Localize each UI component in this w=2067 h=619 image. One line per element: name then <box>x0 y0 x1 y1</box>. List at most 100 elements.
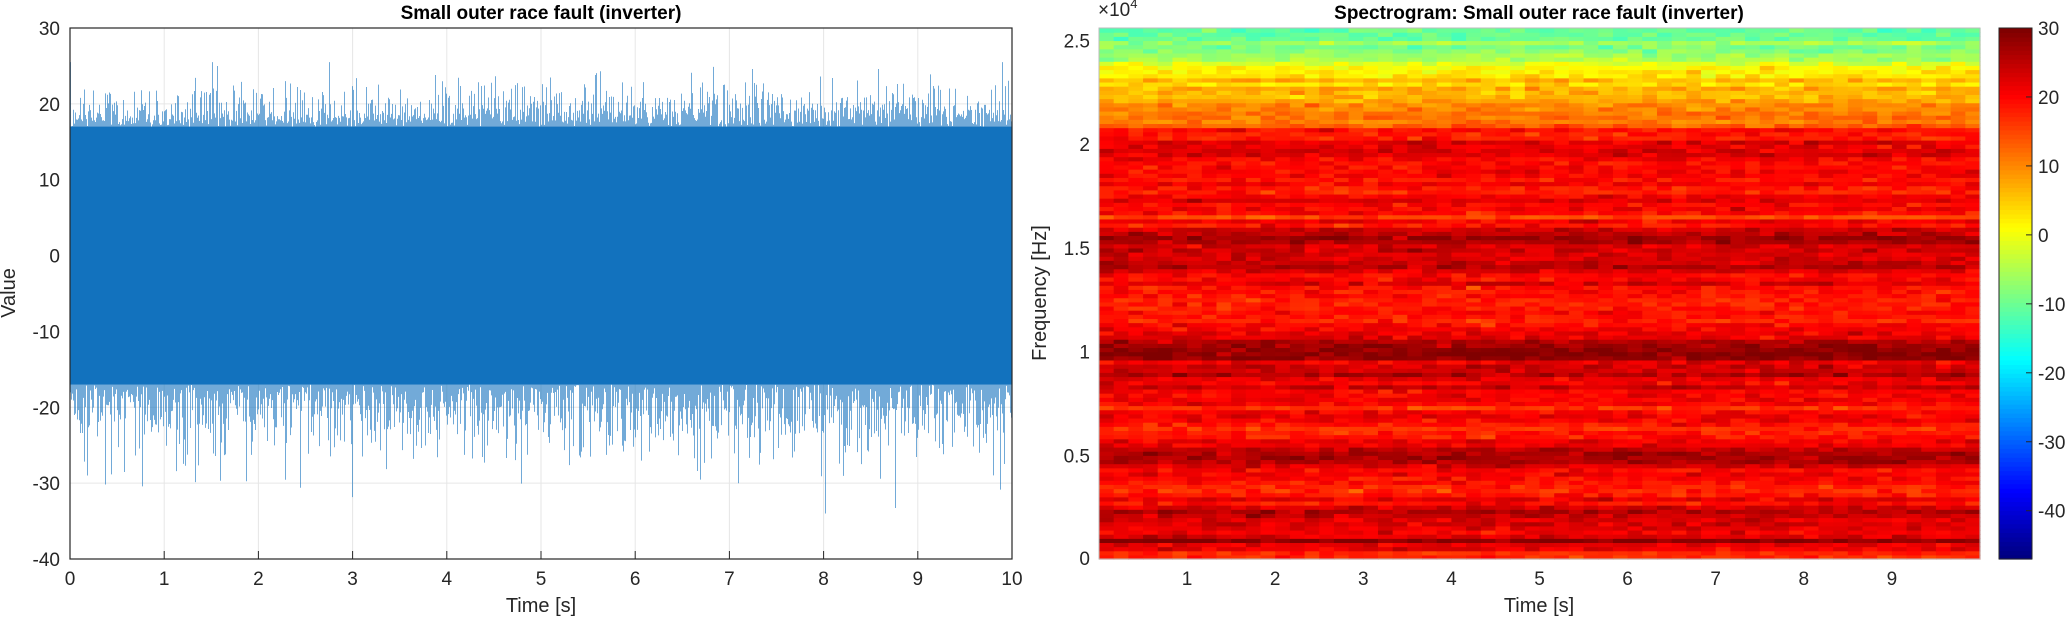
heatmap-cell <box>1862 409 1878 415</box>
heatmap-cell <box>1774 380 1790 386</box>
heatmap-cell <box>1803 293 1820 299</box>
heatmap-cell <box>1113 513 1129 519</box>
heatmap-cell <box>1099 372 1115 378</box>
heatmap-cell <box>1363 430 1379 436</box>
heatmap-cell <box>1466 343 1482 349</box>
heatmap-cell <box>1187 492 1203 498</box>
heatmap-cell <box>1319 484 1335 490</box>
heatmap-cell <box>1275 405 1291 411</box>
heatmap-cell <box>1833 505 1849 510</box>
heatmap-cell <box>1921 314 1937 319</box>
heatmap-cell <box>1377 413 1394 419</box>
heatmap-cell <box>1333 401 1350 407</box>
heatmap-cell <box>1113 500 1129 506</box>
heatmap-cell <box>1774 372 1790 378</box>
heatmap-cell <box>1275 525 1291 531</box>
heatmap-cell <box>1275 297 1291 303</box>
heatmap-cell <box>1392 455 1408 461</box>
heatmap-cell <box>1921 405 1937 411</box>
heatmap-cell <box>1143 413 1159 419</box>
heatmap-cell <box>1289 496 1306 502</box>
heatmap-cell <box>1304 359 1320 365</box>
heatmap-cell <box>1745 480 1761 485</box>
heatmap-cell <box>1348 364 1364 369</box>
heatmap-cell <box>1377 301 1394 307</box>
heatmap-cell <box>1935 496 1952 502</box>
heatmap-cell <box>1436 430 1452 436</box>
heatmap-cell <box>1686 484 1702 490</box>
heatmap-cell <box>1113 347 1129 353</box>
heatmap-cell <box>1583 513 1599 519</box>
heatmap-cell <box>1480 471 1497 477</box>
heatmap-cell <box>1466 455 1482 461</box>
heatmap-cell <box>1906 289 1922 295</box>
heatmap-cell <box>1656 538 1673 544</box>
heatmap-cell <box>1568 372 1585 378</box>
heatmap-cell <box>1539 343 1555 349</box>
heatmap-cell <box>1495 388 1511 394</box>
heatmap-cell <box>1642 542 1658 548</box>
heatmap-cell <box>1245 521 1262 527</box>
heatmap-cell <box>1407 471 1423 477</box>
heatmap-cell <box>1554 401 1570 407</box>
heatmap-cell <box>1363 459 1379 465</box>
heatmap-cell <box>1656 426 1673 431</box>
heatmap-cell <box>1216 426 1232 431</box>
heatmap-cell <box>1656 484 1673 490</box>
heatmap-cell <box>1935 405 1952 411</box>
heatmap-cell <box>1774 305 1790 311</box>
heatmap-cell <box>1333 542 1350 548</box>
heatmap-cell <box>1128 417 1144 423</box>
heatmap-cell <box>1289 305 1306 311</box>
heatmap-cell <box>1510 343 1526 349</box>
heatmap-cell <box>1774 405 1790 411</box>
heatmap-cell <box>1906 513 1922 519</box>
heatmap-cell <box>1143 376 1159 382</box>
heatmap-cell <box>1803 343 1820 349</box>
heatmap-cell <box>1392 372 1408 378</box>
heatmap-cell <box>1965 380 1981 386</box>
heatmap-cell <box>1877 426 1893 431</box>
heatmap-cell <box>1187 525 1203 531</box>
heatmap-cell <box>1319 326 1335 332</box>
heatmap-cell <box>1216 517 1232 523</box>
heatmap-cell <box>1568 364 1585 369</box>
heatmap-cell <box>1891 467 1908 473</box>
heatmap-cell <box>1333 322 1350 328</box>
heatmap-cell <box>1715 355 1731 361</box>
heatmap-cell <box>1348 305 1364 311</box>
heatmap-cell <box>1818 289 1834 295</box>
heatmap-cell <box>1216 347 1232 353</box>
heatmap-cell <box>1172 405 1188 411</box>
heatmap-cell <box>1583 318 1599 324</box>
heatmap-cell <box>1289 434 1306 440</box>
heatmap-cell <box>1877 376 1893 382</box>
heatmap-cell <box>1304 330 1320 336</box>
heatmap-cell <box>1950 467 1966 473</box>
heatmap-cell <box>1583 459 1599 465</box>
heatmap-cell <box>1260 492 1276 498</box>
heatmap-cell <box>1583 413 1599 419</box>
heatmap-cell <box>1935 380 1952 386</box>
heatmap-cell <box>1539 289 1555 295</box>
heatmap-cell <box>1466 397 1482 402</box>
heatmap-cell <box>1906 471 1922 477</box>
heatmap-cell <box>1759 285 1776 290</box>
heatmap-cell <box>1113 413 1129 419</box>
heatmap-cell <box>1656 505 1673 510</box>
heatmap-cell <box>1921 521 1937 527</box>
heatmap-cell <box>1451 364 1467 369</box>
heatmap-cell <box>1128 355 1144 361</box>
heatmap-cell <box>1099 326 1115 332</box>
heatmap-cell <box>1333 476 1350 481</box>
heatmap-cell <box>1862 442 1878 448</box>
heatmap-cell <box>1143 513 1159 519</box>
heatmap-cell <box>1950 451 1966 456</box>
heatmap-cell <box>1715 484 1731 490</box>
heatmap-cell <box>1304 430 1320 436</box>
heatmap-cell <box>1745 521 1761 527</box>
heatmap-cell <box>1583 364 1599 369</box>
heatmap-cell <box>1363 542 1379 548</box>
heatmap-cell <box>1480 405 1497 411</box>
heatmap-cell <box>1480 372 1497 378</box>
